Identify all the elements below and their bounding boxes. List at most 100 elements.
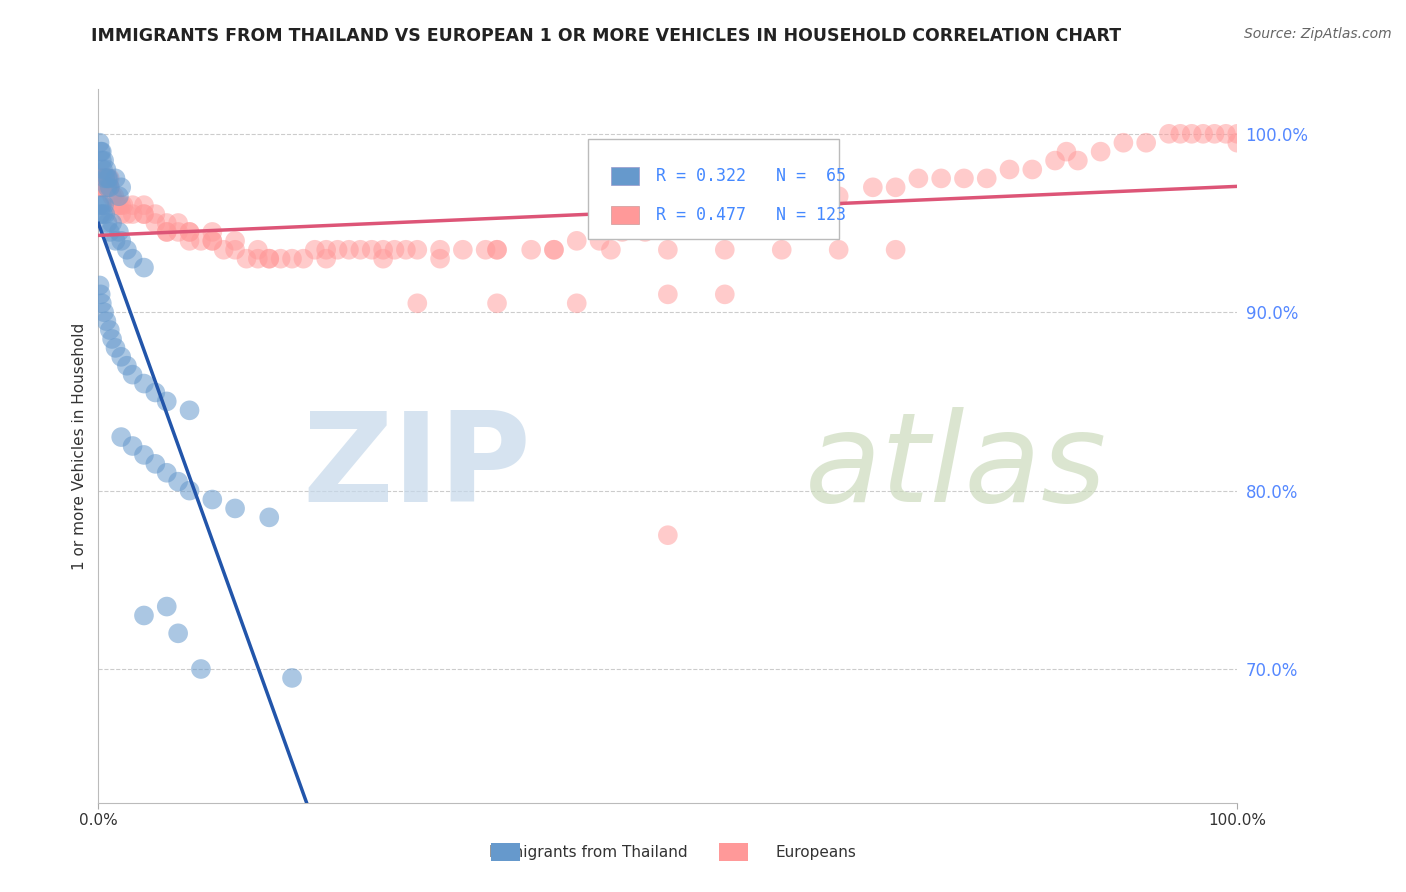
Immigrants from Thailand (96, 216, 118, 230)
Immigrants from Thailand (167, 626, 190, 640)
Europeans (93, 171, 115, 186)
Europeans (97, 180, 120, 194)
Europeans (326, 243, 349, 257)
Europeans (246, 252, 269, 266)
Immigrants from Thailand (90, 198, 112, 212)
Europeans (1021, 162, 1043, 177)
Immigrants from Thailand (167, 475, 190, 489)
Immigrants from Thailand (94, 171, 117, 186)
Europeans (110, 207, 132, 221)
Immigrants from Thailand (93, 198, 115, 212)
Europeans (1090, 145, 1112, 159)
Immigrants from Thailand (90, 145, 112, 159)
Europeans (793, 189, 815, 203)
Immigrants from Thailand (96, 171, 118, 186)
Immigrants from Thailand (94, 207, 117, 221)
Europeans (1043, 153, 1066, 168)
Europeans (132, 207, 155, 221)
Immigrants from Thailand (97, 171, 120, 186)
Europeans (884, 180, 907, 194)
Europeans (543, 243, 565, 257)
Immigrants from Thailand (115, 359, 138, 373)
Europeans (224, 234, 246, 248)
Europeans (588, 234, 610, 248)
Europeans (702, 207, 724, 221)
Europeans (101, 189, 124, 203)
Europeans (132, 198, 155, 212)
FancyBboxPatch shape (588, 139, 839, 239)
Europeans (349, 243, 371, 257)
Europeans (281, 252, 304, 266)
Europeans (486, 243, 509, 257)
Immigrants from Thailand (93, 305, 115, 319)
Immigrants from Thailand (132, 260, 155, 275)
Immigrants from Thailand (96, 314, 118, 328)
Europeans (108, 198, 131, 212)
Europeans (486, 296, 509, 310)
Europeans (600, 243, 623, 257)
Immigrants from Thailand (89, 198, 111, 212)
Immigrants from Thailand (156, 466, 179, 480)
Immigrants from Thailand (121, 368, 143, 382)
Europeans (884, 243, 907, 257)
Europeans (657, 216, 679, 230)
Immigrants from Thailand (90, 153, 112, 168)
Europeans (90, 180, 112, 194)
Text: ZIP: ZIP (302, 407, 531, 528)
Europeans (1192, 127, 1215, 141)
Immigrants from Thailand (179, 483, 201, 498)
Text: IMMIGRANTS FROM THAILAND VS EUROPEAN 1 OR MORE VEHICLES IN HOUSEHOLD CORRELATION: IMMIGRANTS FROM THAILAND VS EUROPEAN 1 O… (91, 27, 1122, 45)
Europeans (371, 252, 394, 266)
Europeans (89, 180, 111, 194)
Europeans (828, 189, 851, 203)
Europeans (121, 198, 143, 212)
Immigrants from Thailand (224, 501, 246, 516)
Europeans (98, 171, 121, 186)
Europeans (770, 198, 793, 212)
Europeans (212, 243, 235, 257)
Europeans (565, 234, 588, 248)
Europeans (167, 225, 190, 239)
Europeans (103, 189, 125, 203)
Text: Europeans: Europeans (776, 846, 856, 860)
Europeans (634, 225, 657, 239)
Immigrants from Thailand (115, 243, 138, 257)
Immigrants from Thailand (201, 492, 224, 507)
Europeans (395, 243, 418, 257)
Europeans (96, 180, 118, 194)
Immigrants from Thailand (259, 510, 281, 524)
Immigrants from Thailand (96, 180, 118, 194)
Europeans (315, 243, 337, 257)
Europeans (384, 243, 406, 257)
Immigrants from Thailand (132, 608, 155, 623)
FancyBboxPatch shape (612, 168, 640, 186)
Europeans (132, 207, 155, 221)
Immigrants from Thailand (108, 189, 131, 203)
Immigrants from Thailand (90, 296, 112, 310)
Europeans (190, 234, 212, 248)
Immigrants from Thailand (110, 350, 132, 364)
Europeans (679, 216, 702, 230)
Europeans (862, 180, 884, 194)
Europeans (429, 243, 451, 257)
Europeans (714, 243, 737, 257)
Immigrants from Thailand (281, 671, 304, 685)
Europeans (1170, 127, 1192, 141)
Europeans (304, 243, 326, 257)
Europeans (179, 225, 201, 239)
Europeans (90, 171, 112, 186)
FancyBboxPatch shape (718, 844, 748, 862)
Immigrants from Thailand (121, 252, 143, 266)
Europeans (90, 171, 112, 186)
Immigrants from Thailand (98, 323, 121, 337)
Europeans (1054, 145, 1078, 159)
Immigrants from Thailand (110, 180, 132, 194)
Immigrants from Thailand (121, 439, 143, 453)
Europeans (657, 287, 679, 301)
Y-axis label: 1 or more Vehicles in Household: 1 or more Vehicles in Household (72, 322, 87, 570)
Europeans (1215, 127, 1237, 141)
Immigrants from Thailand (110, 430, 132, 444)
Europeans (657, 243, 679, 257)
Immigrants from Thailand (91, 207, 114, 221)
Europeans (156, 225, 179, 239)
